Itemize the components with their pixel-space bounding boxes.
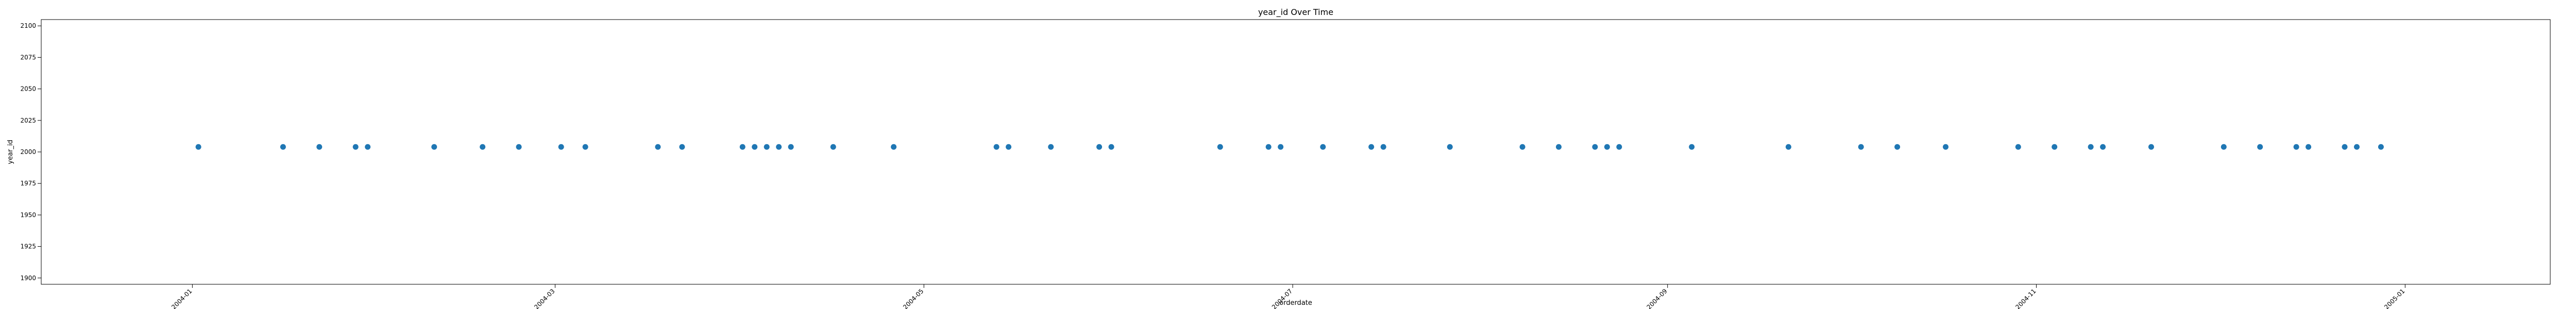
data-point (1689, 144, 1695, 150)
data-point (352, 144, 359, 150)
data-point (1943, 144, 1949, 150)
data-point (752, 144, 758, 150)
data-point (1785, 144, 1791, 150)
y-tick-label: 1900 (20, 274, 36, 282)
data-point (2088, 144, 2094, 150)
data-point (1894, 144, 1901, 150)
x-tick-label: 2005-01 (2383, 287, 2406, 309)
data-point (2342, 144, 2348, 150)
data-point (280, 144, 286, 150)
y-tick-label: 2025 (20, 117, 36, 124)
data-point (1380, 144, 1386, 150)
x-axis-label: orderdate (1279, 299, 1312, 307)
data-point (2306, 144, 2312, 150)
data-point (1592, 144, 1598, 150)
data-point (776, 144, 782, 150)
y-tick-label: 1975 (20, 180, 36, 187)
data-point (1555, 144, 1562, 150)
x-tick-label: 2004-03 (533, 287, 556, 309)
data-point (516, 144, 522, 150)
y-tick-label: 2100 (20, 22, 36, 29)
y-tick-label: 2075 (20, 54, 36, 61)
data-point (1858, 144, 1864, 150)
data-point (891, 144, 897, 150)
chart-title: year_id Over Time (1258, 7, 1333, 18)
data-point (655, 144, 661, 150)
data-point (480, 144, 486, 150)
data-point (1265, 144, 1272, 150)
data-point (1096, 144, 1103, 150)
data-point (1320, 144, 1326, 150)
data-point (764, 144, 770, 150)
y-tick-label: 1925 (20, 243, 36, 250)
y-tick-label: 2050 (20, 85, 36, 93)
data-point (1447, 144, 1453, 150)
y-axis-label: year_id (7, 140, 14, 164)
data-point (830, 144, 836, 150)
data-point (1108, 144, 1114, 150)
data-point (1048, 144, 1054, 150)
data-point (2148, 144, 2154, 150)
data-point (2052, 144, 2058, 150)
data-point (788, 144, 794, 150)
plot-frame (41, 19, 2551, 285)
data-point (316, 144, 323, 150)
data-point (2015, 144, 2021, 150)
y-tick-label: 1950 (20, 211, 36, 218)
data-point (1217, 144, 1223, 150)
x-tick-label: 2004-09 (1645, 287, 1668, 309)
data-point (582, 144, 588, 150)
data-point (993, 144, 999, 150)
data-point (2257, 144, 2263, 150)
data-point (1368, 144, 1375, 150)
data-point (2353, 144, 2360, 150)
data-point (2378, 144, 2384, 150)
data-point (431, 144, 437, 150)
data-point (2221, 144, 2227, 150)
data-point (679, 144, 685, 150)
data-point (558, 144, 564, 150)
data-point (1006, 144, 1012, 150)
data-point (1278, 144, 1284, 150)
data-point (1616, 144, 1622, 150)
y-tick-label: 2000 (20, 148, 36, 156)
data-point (739, 144, 745, 150)
data-point (2100, 144, 2106, 150)
x-tick-label: 2004-11 (2014, 287, 2037, 309)
data-point (365, 144, 371, 150)
data-point (1604, 144, 1610, 150)
data-point (1519, 144, 1526, 150)
x-tick-label: 2004-05 (902, 287, 925, 309)
data-point (195, 144, 201, 150)
x-tick-label: 2004-01 (170, 287, 193, 309)
data-point (2293, 144, 2299, 150)
